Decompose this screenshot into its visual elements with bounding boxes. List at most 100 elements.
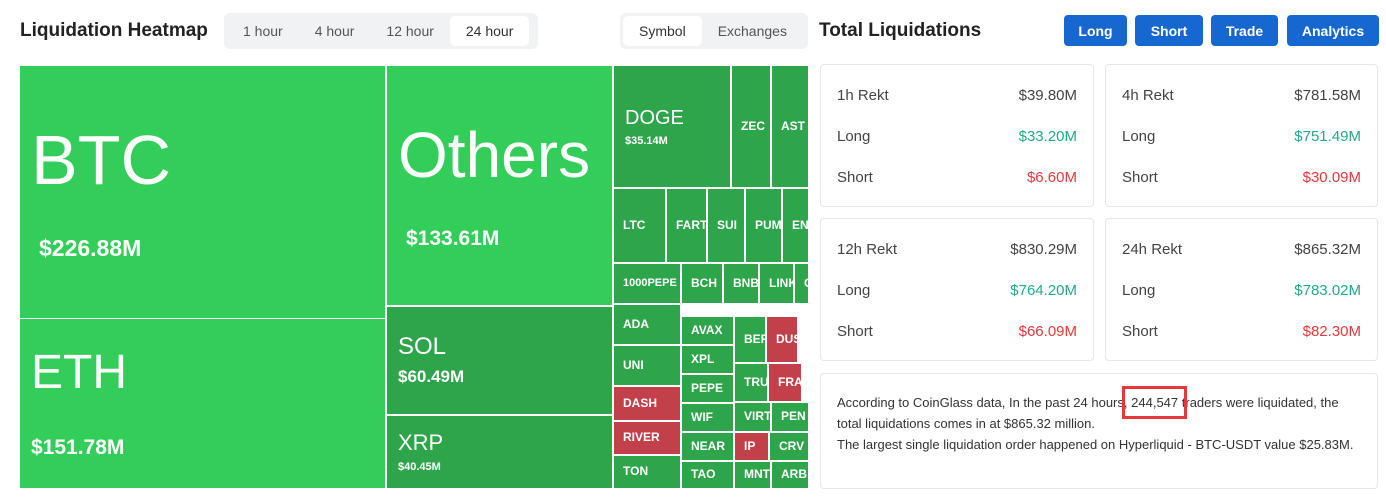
trader-count: 244,547 xyxy=(1122,386,1188,419)
heatmap-cell[interactable]: BTC $226.88M xyxy=(20,66,385,318)
row-value: $30.09M xyxy=(1302,169,1361,186)
card-row: Short $82.30M xyxy=(1122,323,1361,340)
heatmap-title: Liquidation Heatmap xyxy=(20,20,208,41)
cell-symbol: DOGE xyxy=(625,106,684,129)
cell-value: $133.61M xyxy=(406,226,500,250)
summary-text: The largest single liquidation order hap… xyxy=(837,437,1354,452)
cell-symbol: FRA xyxy=(778,374,801,389)
trade-button[interactable]: Trade xyxy=(1211,15,1278,46)
card-row: 1h Rekt $39.80M xyxy=(837,87,1077,104)
cell-symbol: XPL xyxy=(691,351,715,366)
heatmap-cell[interactable]: XRP $40.45M xyxy=(387,416,612,488)
cell-symbol: MNT xyxy=(744,467,770,482)
heatmap-cell[interactable]: ZEC xyxy=(732,66,770,187)
long-button[interactable]: Long xyxy=(1064,15,1127,46)
row-label: Long xyxy=(1122,128,1156,145)
heatmap-cell[interactable]: 1000PEPE xyxy=(614,264,680,303)
heatmap-cell[interactable]: Others $133.61M xyxy=(387,66,612,305)
heatmap-cell[interactable]: UNI xyxy=(614,346,680,385)
heatmap-cell[interactable]: TRU xyxy=(735,364,767,401)
row-value: $865.32M xyxy=(1294,241,1361,258)
cell-symbol: BTC xyxy=(31,121,171,199)
row-value: $781.58M xyxy=(1294,87,1361,104)
heatmap-cell[interactable]: DASH xyxy=(614,387,680,420)
heatmap-cell[interactable]: TON xyxy=(614,456,680,488)
tab[interactable]: Exchanges xyxy=(717,23,787,39)
heatmap-cell[interactable]: PEPE xyxy=(682,375,733,402)
heatmap-cell[interactable]: BCH xyxy=(682,264,722,303)
time-tabs: 1 hour 4 hour 12 hour 24 hour xyxy=(224,13,538,49)
cell-symbol: ZEC xyxy=(741,118,765,133)
rekt-card: 12h Rekt $830.29M Long $764.20M Short $66.09M xyxy=(820,218,1094,361)
heatmap-cell[interactable]: DOGE $35.14M xyxy=(614,66,730,187)
cell-symbol: ADA xyxy=(623,316,649,331)
heatmap-cell[interactable]: WIF xyxy=(682,404,733,431)
row-value: $39.80M xyxy=(1018,87,1077,104)
heatmap-cell[interactable]: C xyxy=(795,264,808,303)
summary: According to CoinGlass data, In the past… xyxy=(820,373,1378,489)
summary-text: traders were liquidated, the total liqui… xyxy=(837,395,1339,431)
view-tabs: Symbol Exchanges xyxy=(620,13,808,49)
tab[interactable]: 24 hour xyxy=(449,16,530,46)
heatmap-cell[interactable]: ETH $151.78M xyxy=(20,319,385,488)
heatmap-cell[interactable]: AVAX xyxy=(682,317,733,344)
row-value: $783.02M xyxy=(1294,282,1361,299)
cell-symbol: C xyxy=(804,276,808,290)
cell-value: $35.14M xyxy=(625,134,668,147)
tab[interactable]: 12 hour xyxy=(386,23,434,39)
heatmap-cell[interactable]: ARB xyxy=(772,462,808,488)
cell-symbol: BER xyxy=(744,331,765,346)
cell-symbol: AVAX xyxy=(691,322,723,337)
heatmap-cell[interactable]: AST xyxy=(772,66,808,187)
heatmap-cell[interactable]: NEAR xyxy=(682,433,733,460)
heatmap-cell[interactable]: DUS xyxy=(767,317,797,362)
heatmap-cell[interactable]: LINK xyxy=(760,264,793,303)
cell-symbol: TON xyxy=(623,464,649,479)
heatmap-cell[interactable]: MNT xyxy=(735,462,770,488)
heatmap-cell[interactable]: PEN xyxy=(772,403,808,431)
heatmap-cell[interactable]: BNB xyxy=(724,264,758,303)
cell-symbol: IP xyxy=(744,438,756,453)
cell-symbol: DUS xyxy=(776,331,797,346)
row-value: $6.60M xyxy=(1026,169,1077,186)
heatmap-cell[interactable]: TAO xyxy=(682,462,733,488)
cell-symbol: AST xyxy=(781,118,805,133)
card-row: Long $33.20M xyxy=(837,128,1077,145)
cell-symbol: ETH xyxy=(31,346,127,400)
short-button[interactable]: Short xyxy=(1135,15,1203,46)
card-row: 12h Rekt $830.29M xyxy=(837,241,1077,258)
heatmap-cell[interactable]: CRV xyxy=(770,433,808,460)
heatmap-cell[interactable]: IP xyxy=(735,433,768,460)
cell-symbol: LTC xyxy=(623,217,646,232)
row-label: Long xyxy=(1122,282,1156,299)
cell-symbol: TAO xyxy=(691,467,716,482)
heatmap-cell[interactable]: SUI xyxy=(708,189,744,262)
heatmap-cell[interactable]: PUMP xyxy=(746,189,781,262)
analytics-button[interactable]: Analytics xyxy=(1287,15,1379,46)
cell-symbol: BCH xyxy=(691,275,717,290)
heatmap-cell[interactable]: FRA xyxy=(769,364,801,401)
cell-symbol: CRV xyxy=(779,438,805,453)
cell-symbol: SOL xyxy=(398,333,447,361)
cell-symbol: Others xyxy=(398,119,591,192)
row-label: 4h Rekt xyxy=(1122,87,1174,104)
heatmap-cell[interactable]: EN xyxy=(783,189,808,262)
tab[interactable]: 1 hour xyxy=(243,23,283,39)
rekt-card: 24h Rekt $865.32M Long $783.02M Short $82.30M xyxy=(1105,218,1378,361)
heatmap-cell[interactable]: FARTC xyxy=(667,189,706,262)
heatmap-cell[interactable]: RIVER xyxy=(614,422,680,454)
tab[interactable]: 4 hour xyxy=(314,23,355,39)
rekt-card: 4h Rekt $781.58M Long $751.49M Short $30.09M xyxy=(1105,64,1378,207)
heatmap-cell[interactable]: XPL xyxy=(682,346,733,373)
row-label: 24h Rekt xyxy=(1122,241,1183,258)
heatmap-cell[interactable]: ADA xyxy=(614,305,680,344)
cell-symbol: PEN xyxy=(781,409,806,424)
heatmap-cell[interactable]: BER xyxy=(735,317,765,362)
row-value: $33.20M xyxy=(1018,128,1077,145)
tab[interactable]: Symbol xyxy=(623,16,702,46)
heatmap-cell[interactable]: VIRT xyxy=(735,403,770,431)
heatmap-cell[interactable]: LTC xyxy=(614,189,665,262)
cell-symbol: DASH xyxy=(623,395,658,410)
heatmap-cell[interactable]: SOL $60.49M xyxy=(387,307,612,414)
cell-symbol: NEAR xyxy=(691,438,726,453)
